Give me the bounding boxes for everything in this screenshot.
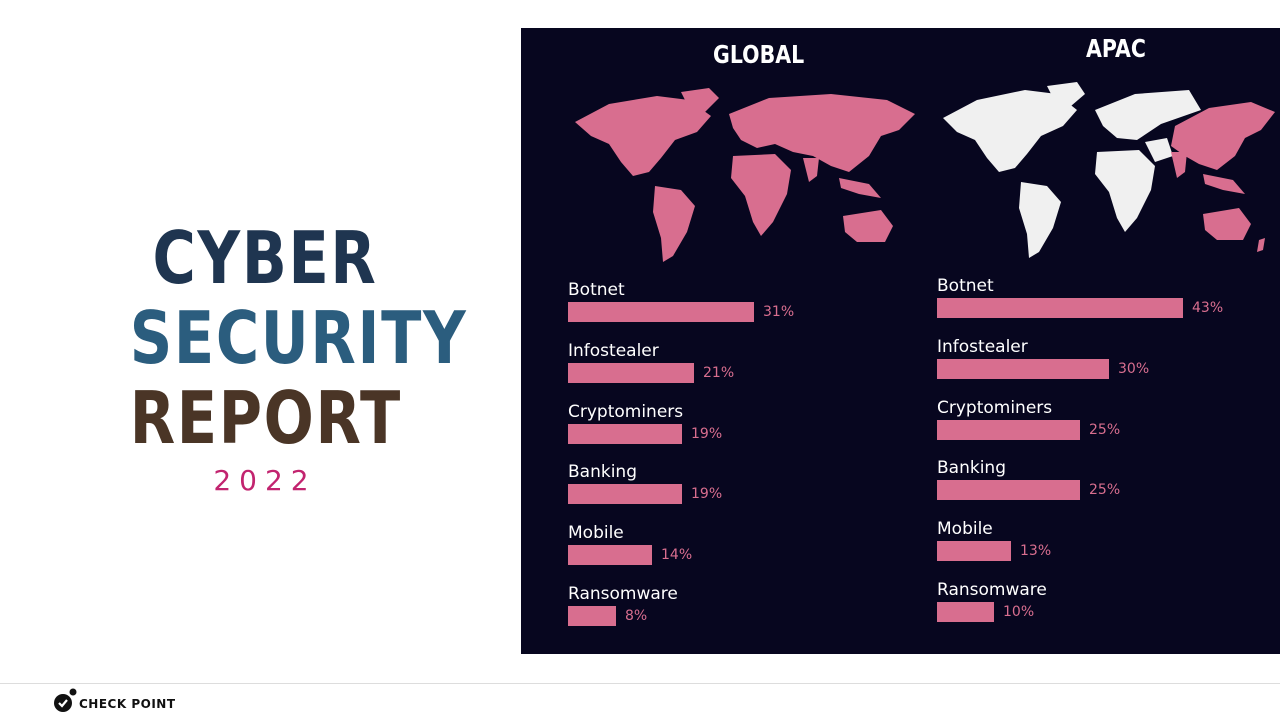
report-title-line-3: REPORT bbox=[129, 376, 402, 460]
apac-bar-value: 43% bbox=[1192, 300, 1224, 316]
europe-asia-shape bbox=[729, 94, 915, 172]
global-bar-value: 8% bbox=[625, 608, 648, 624]
apac-world-map bbox=[943, 82, 1275, 258]
global-bar bbox=[568, 362, 694, 383]
global-bar-label: Mobile bbox=[568, 523, 624, 544]
apac-bar-value: 10% bbox=[1003, 604, 1035, 620]
south-america-shape bbox=[1019, 182, 1061, 258]
global-bar bbox=[568, 484, 682, 505]
apac-bar bbox=[937, 480, 1080, 501]
global-bar-value: 19% bbox=[691, 486, 723, 503]
apac-bar-value: 25% bbox=[1089, 421, 1121, 438]
apac-bar bbox=[937, 602, 994, 622]
india-shape bbox=[803, 158, 819, 182]
apac-bar bbox=[937, 298, 1183, 318]
global-chart-title: GLOBAL bbox=[713, 40, 805, 69]
new-zealand-shape bbox=[1257, 238, 1265, 252]
report-title-block: CYBER SECURITY REPORT 2022 bbox=[100, 216, 468, 497]
apac-bar-label: Mobile bbox=[937, 519, 993, 540]
global-bar-label: Cryptominers bbox=[568, 401, 684, 422]
global-bar bbox=[568, 545, 652, 566]
greenland-shape bbox=[1047, 82, 1085, 106]
global-bar bbox=[568, 302, 754, 322]
asia-pacific-shape bbox=[1171, 102, 1275, 170]
global-bar-value: 21% bbox=[703, 364, 735, 381]
apac-bar bbox=[937, 358, 1109, 379]
apac-bar-label: Banking bbox=[937, 458, 1006, 479]
apac-bar-value: 30% bbox=[1118, 360, 1150, 377]
africa-shape bbox=[1095, 150, 1155, 232]
apac-chart-title: APAC bbox=[1086, 34, 1146, 63]
southeast-asia-shape bbox=[839, 178, 881, 198]
africa-shape bbox=[731, 154, 791, 236]
apac-bar-label: Botnet bbox=[937, 276, 994, 296]
apac-bar-value: 13% bbox=[1020, 543, 1052, 560]
global-bar-label: Botnet bbox=[568, 280, 625, 300]
apac-bar-value: 25% bbox=[1089, 482, 1121, 499]
australia-shape bbox=[843, 210, 893, 242]
global-bar-label: Ransomware bbox=[568, 584, 678, 604]
middle-east-shape bbox=[1145, 138, 1173, 162]
report-year: 2022 bbox=[213, 464, 317, 497]
australia-shape bbox=[1203, 208, 1251, 240]
apac-bar-label: Cryptominers bbox=[937, 397, 1053, 418]
brand-name: CHECK POINT bbox=[79, 697, 176, 711]
report-title-line-1: CYBER bbox=[152, 216, 378, 300]
greenland-shape bbox=[681, 88, 719, 112]
apac-bar bbox=[937, 419, 1080, 440]
apac-bar bbox=[937, 541, 1011, 562]
north-america-shape bbox=[943, 90, 1077, 172]
apac-bar-label: Ransomware bbox=[937, 580, 1047, 600]
global-bar-value: 31% bbox=[763, 304, 795, 320]
south-asia-shape bbox=[1171, 152, 1187, 178]
charts-panel: GLOBAL APAC Botnet bbox=[521, 28, 1280, 654]
europe-west-russia-shape bbox=[1095, 90, 1201, 140]
global-bar-value: 14% bbox=[661, 547, 693, 564]
south-america-shape bbox=[653, 186, 695, 262]
apac-bar-label: Infostealer bbox=[937, 336, 1028, 357]
global-world-map bbox=[575, 88, 915, 262]
southeast-asia-shape bbox=[1203, 174, 1245, 194]
global-bar bbox=[568, 423, 682, 444]
check-point-logo-icon bbox=[54, 688, 77, 712]
global-bar-label: Infostealer bbox=[568, 340, 659, 361]
footer-divider bbox=[0, 683, 1280, 684]
north-america-shape bbox=[575, 96, 711, 176]
global-bar bbox=[568, 606, 616, 626]
global-bar-label: Banking bbox=[568, 462, 637, 483]
report-title-line-2: SECURITY bbox=[129, 296, 468, 380]
global-bar-value: 19% bbox=[691, 425, 723, 442]
